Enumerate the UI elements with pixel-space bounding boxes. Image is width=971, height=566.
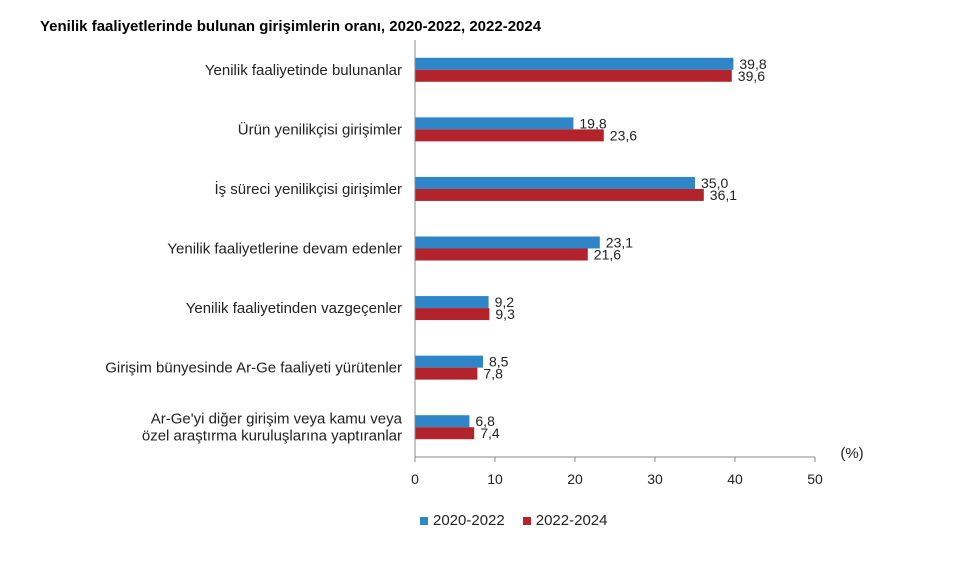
x-tick-label: 40 [727,471,743,487]
data-label: 23,6 [610,127,637,143]
data-label: 8,5 [489,354,509,370]
data-label: 7,8 [483,366,503,382]
bar-2022-2024-4 [415,308,490,321]
x-tick-label: 10 [487,471,503,487]
legend-item-series-2: 2022-2024 [522,512,608,529]
legend-swatch-series-1 [420,516,428,525]
data-label: 7,4 [480,425,500,441]
legend-label-series-2: 2022-2024 [535,512,608,529]
bar-2022-2024-1 [415,129,604,142]
bar-2022-2024-5 [415,367,478,380]
bar-2022-2024-6 [415,427,475,440]
data-label: 39,6 [738,68,765,84]
x-tick-label: 30 [647,471,663,487]
legend: 2020-2022 2022-2024 [420,512,607,529]
data-label: 35,0 [701,175,728,191]
bar-2022-2024-0 [415,69,732,82]
data-label: 9,2 [495,294,515,310]
data-label: 9,3 [495,306,515,322]
bar-2022-2024-3 [415,248,588,261]
bar-2022-2024-2 [415,188,704,201]
category-label: Yenilik faaliyetinden vazgeçenler [186,300,402,317]
bar-2020-2022-2 [415,176,695,189]
bar-2020-2022-3 [415,236,600,249]
category-label: Yenilik faaliyetlerine devam edenler [167,241,402,258]
bar-2020-2022-0 [415,57,734,70]
legend-item-series-1: 2020-2022 [420,512,505,529]
category-label: Ar-Ge'yi diğer girişim veya kamu veya [151,411,403,428]
bar-2020-2022-4 [415,296,489,309]
x-tick-label: 0 [411,471,419,487]
data-label: 21,6 [594,247,621,263]
data-label: 36,1 [710,187,737,203]
bar-2020-2022-6 [415,415,470,428]
legend-label-series-1: 2020-2022 [433,512,505,529]
category-label: Ürün yenilikçisi girişimler [238,120,402,138]
category-label: İş süreci yenilikçisi girişimler [214,180,402,198]
bar-2020-2022-1 [415,117,574,130]
x-tick-label: 50 [807,471,823,487]
unit-label: (%) [840,445,863,462]
x-tick-label: 20 [567,471,583,487]
data-label: 23,1 [606,235,633,251]
data-label: 6,8 [475,413,495,429]
chart-title: Yenilik faaliyetlerinde bulunan girişiml… [40,18,542,35]
data-label: 19,8 [579,115,606,131]
bar-2020-2022-5 [415,355,483,368]
category-label: özel araştırma kuruluşlarına yaptıranlar [142,428,402,445]
legend-swatch-series-2 [522,516,531,525]
data-label: 39,8 [739,56,766,72]
category-label: Yenilik faaliyetinde bulunanlar [205,62,402,79]
category-label: Girişim bünyesinde Ar-Ge faaliyeti yürüt… [105,360,402,377]
